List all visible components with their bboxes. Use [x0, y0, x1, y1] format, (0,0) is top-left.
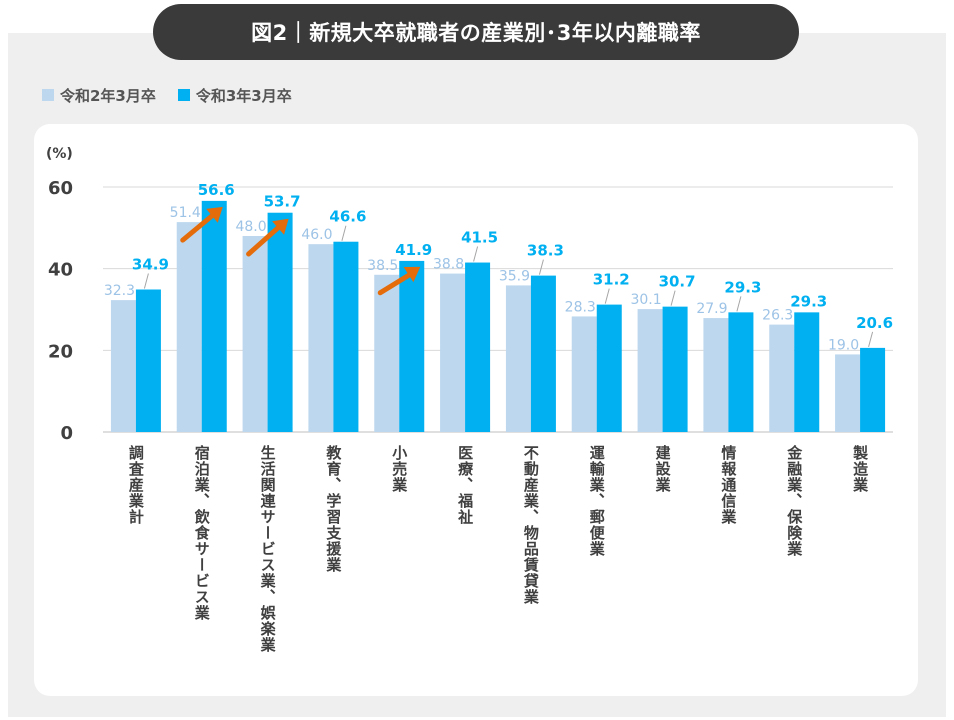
bar-prev	[505, 285, 531, 432]
x-tick-label: 宿泊業、飲食サービス業	[192, 445, 211, 621]
data-label-prev: 35.9	[499, 268, 530, 284]
data-label-curr: 38.3	[527, 242, 564, 260]
data-label-prev: 46.0	[301, 227, 332, 243]
bar-prev	[835, 354, 861, 432]
chart-title: 図2｜新規大卒就職者の産業別･3年以内離職率	[153, 4, 799, 60]
leader-line	[473, 246, 479, 262]
legend-item-prev: 令和2年3月卒	[42, 85, 156, 106]
bar-curr	[333, 241, 359, 432]
bar-curr	[728, 312, 754, 432]
x-tick-label: 調査産業計	[126, 445, 145, 525]
data-label-prev: 27.9	[696, 301, 727, 317]
increase-arrow	[377, 269, 417, 296]
data-label-curr: 41.5	[461, 229, 498, 247]
legend-label-curr: 令和3年3月卒	[195, 86, 292, 105]
data-label-prev: 19.0	[828, 337, 859, 353]
leader-line	[604, 288, 610, 304]
x-tick-label: 製造業	[851, 445, 870, 493]
data-label-prev: 38.8	[433, 257, 464, 273]
bar-curr	[267, 212, 293, 432]
bar-curr	[530, 275, 556, 432]
data-label-curr: 31.2	[593, 271, 630, 289]
leader-line	[868, 331, 874, 348]
data-label-prev: 30.1	[630, 292, 661, 308]
x-tick-label: 建設業	[653, 445, 672, 493]
leader-line	[670, 290, 676, 306]
y-tick-label: 40	[48, 260, 73, 281]
bar-curr	[596, 304, 622, 432]
increase-arrow-head	[206, 206, 223, 223]
data-label-prev: 26.3	[762, 308, 793, 324]
data-label-prev: 38.5	[367, 258, 398, 274]
y-axis-label: (%)	[46, 146, 73, 162]
x-tick-label: 医療、福祉	[456, 445, 475, 525]
bar-prev	[703, 318, 729, 432]
y-tick-label: 0	[60, 423, 73, 444]
legend-swatch-prev	[42, 89, 54, 101]
data-label-curr: 46.6	[329, 208, 366, 226]
data-label-curr: 41.9	[395, 241, 432, 259]
data-label-curr: 29.3	[790, 292, 827, 310]
data-label-curr: 20.6	[856, 314, 893, 332]
increase-arrow	[180, 209, 220, 243]
x-tick-label: 金融業、保険業	[785, 445, 804, 557]
x-tick-label: 不動産業、物品賃貸業	[521, 445, 540, 605]
x-tick-label: 運輸業、郵便業	[587, 445, 606, 557]
increase-arrow-head	[403, 266, 421, 283]
legend-label-prev: 令和2年3月卒	[60, 86, 156, 105]
increase-arrow	[246, 221, 286, 257]
bar-curr	[465, 262, 491, 432]
x-tick-label: 小売業	[390, 445, 409, 493]
bar-curr	[794, 312, 820, 432]
increase-arrow-head	[272, 218, 289, 235]
bar-curr	[201, 200, 227, 432]
legend-item-curr: 令和3年3月卒	[177, 85, 292, 106]
data-label-prev: 28.3	[565, 299, 596, 315]
bar-prev	[176, 222, 202, 432]
data-label-curr: 29.3	[724, 278, 761, 296]
data-label-prev: 48.0	[235, 219, 266, 235]
leader-line	[538, 259, 544, 275]
bar-prev	[769, 324, 795, 432]
data-label-curr: 56.6	[198, 181, 235, 199]
data-label-prev: 32.3	[104, 283, 135, 299]
x-tick-label: 情報通信業	[719, 445, 738, 525]
bar-prev	[308, 244, 334, 432]
bar-prev	[374, 274, 400, 432]
bar-curr	[662, 306, 688, 432]
data-label-curr: 34.9	[132, 255, 169, 273]
data-label-prev: 51.4	[170, 205, 201, 221]
data-label-curr: 30.7	[659, 273, 696, 291]
bar-curr	[860, 347, 886, 432]
bar-prev	[571, 316, 597, 432]
data-label-curr: 53.7	[264, 193, 301, 211]
bar-prev	[242, 236, 268, 432]
leader-line	[143, 273, 149, 289]
bar-curr	[135, 289, 161, 432]
y-tick-label: 60	[48, 178, 73, 199]
x-tick-label: 生活関連サービス業、娯楽業	[258, 445, 277, 653]
legend-swatch-curr	[177, 89, 190, 101]
leader-line	[341, 225, 347, 241]
bar-prev	[637, 309, 663, 432]
bar-prev	[440, 273, 466, 432]
bar-prev	[110, 300, 136, 432]
leader-line	[736, 296, 742, 312]
legend: 令和2年3月卒 令和3年3月卒	[42, 84, 292, 106]
y-tick-label: 20	[48, 341, 73, 362]
bar-curr	[399, 260, 425, 432]
x-tick-label: 教育、学習支援業	[324, 445, 343, 573]
